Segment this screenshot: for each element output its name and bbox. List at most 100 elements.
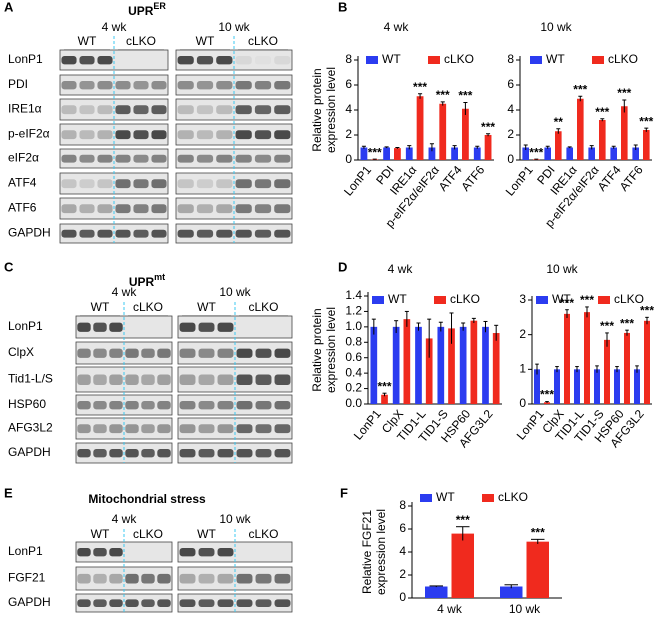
legend-swatch [592, 56, 604, 64]
blot-band [236, 599, 253, 607]
blot-band [179, 548, 196, 557]
legend-label: WT [546, 52, 565, 66]
blot-band [255, 424, 272, 434]
significance: *** [640, 304, 654, 318]
blot-band [217, 424, 234, 434]
significance: *** [573, 82, 587, 96]
blot-band [141, 599, 155, 607]
group-label: cLKO [133, 527, 163, 541]
blot-band [61, 56, 77, 65]
bar [403, 319, 411, 404]
blot-band [274, 401, 291, 410]
blot-band [177, 56, 194, 65]
bar [484, 135, 492, 160]
blot-title-text: UPR [128, 4, 154, 18]
legend-label: cLKO [614, 292, 644, 306]
significance: *** [436, 88, 450, 102]
blot-band [236, 374, 253, 385]
blot-band [125, 401, 139, 410]
blot-band [179, 449, 196, 458]
blot-band [196, 56, 214, 65]
blot-band [236, 401, 253, 410]
bar [383, 147, 390, 160]
blot-band [274, 449, 291, 458]
blot-band [217, 348, 234, 358]
blot-band [133, 81, 149, 90]
legend-swatch [434, 296, 446, 304]
blot-band [97, 56, 113, 65]
legend-label: cLKO [450, 292, 480, 306]
y-tick-label: 0.2 [345, 381, 362, 395]
bar [644, 320, 650, 404]
x-tick-label: LonP1 [341, 163, 374, 199]
bar [574, 369, 580, 404]
blot-band [196, 105, 214, 115]
blot-band [115, 130, 131, 140]
blot-band [217, 322, 234, 332]
bar [577, 98, 584, 160]
blot-band [97, 204, 113, 214]
chart-title: 4 wk [384, 20, 410, 34]
blot-band [216, 56, 233, 65]
blot-band [217, 573, 234, 584]
blot-band [151, 179, 167, 189]
blot-band [254, 56, 272, 65]
blot-band [217, 401, 234, 410]
significance: *** [620, 316, 634, 330]
group-label: cLKO [248, 527, 278, 541]
blot-band [97, 130, 113, 140]
blot-band [61, 179, 77, 189]
row-label: GAPDH [8, 595, 51, 609]
blot-band [109, 599, 123, 607]
row-label: IRE1α [8, 102, 42, 116]
blot-band [216, 179, 233, 189]
bar [451, 147, 458, 160]
bar [604, 339, 610, 404]
blot-band [216, 105, 233, 115]
row-label: FGF21 [8, 571, 46, 585]
bar [473, 147, 481, 160]
bar [370, 326, 378, 404]
blot-band [133, 130, 149, 140]
blot-band [141, 449, 155, 458]
blot-band [115, 105, 131, 115]
blot-band [255, 573, 272, 584]
blot-band [109, 573, 123, 584]
blot-band [93, 348, 107, 358]
blot-band [198, 424, 215, 434]
panel-label: A [4, 0, 14, 14]
timepoint-label: 10 wk [218, 20, 250, 34]
blot-band [255, 348, 272, 358]
group-label: WT [91, 527, 110, 541]
blot-band [179, 573, 196, 584]
y-tick-label: 8 [345, 52, 352, 66]
group-label: WT [91, 300, 110, 314]
x-tick-label: LonP1 [503, 163, 536, 199]
blot-band [61, 229, 77, 238]
blot-band [157, 573, 171, 584]
y-tick-label: 3 [519, 292, 526, 306]
blot-band [255, 374, 272, 385]
blot-band [125, 599, 139, 607]
blot-band [79, 204, 95, 214]
blot-band [254, 105, 272, 115]
significance: *** [560, 296, 574, 310]
blot-band [196, 81, 214, 90]
y-axis-label: Relative protein [310, 68, 324, 151]
x-tick-label: ATF4 [595, 163, 624, 194]
bar [564, 313, 570, 404]
chart-title: 10 wk [546, 262, 578, 276]
timepoint-label: 10 wk [219, 285, 251, 299]
blot-band [196, 229, 214, 238]
row-label: GAPDH [8, 445, 51, 459]
blot-band [235, 81, 252, 90]
blot-band [274, 573, 291, 584]
blot-band [198, 548, 215, 557]
blot-band [97, 179, 113, 189]
significance: ** [554, 115, 564, 129]
blot-band [177, 204, 194, 214]
blot-band [93, 374, 107, 385]
row-label: GAPDH [8, 226, 51, 240]
bar [451, 533, 474, 598]
bar [416, 96, 424, 160]
